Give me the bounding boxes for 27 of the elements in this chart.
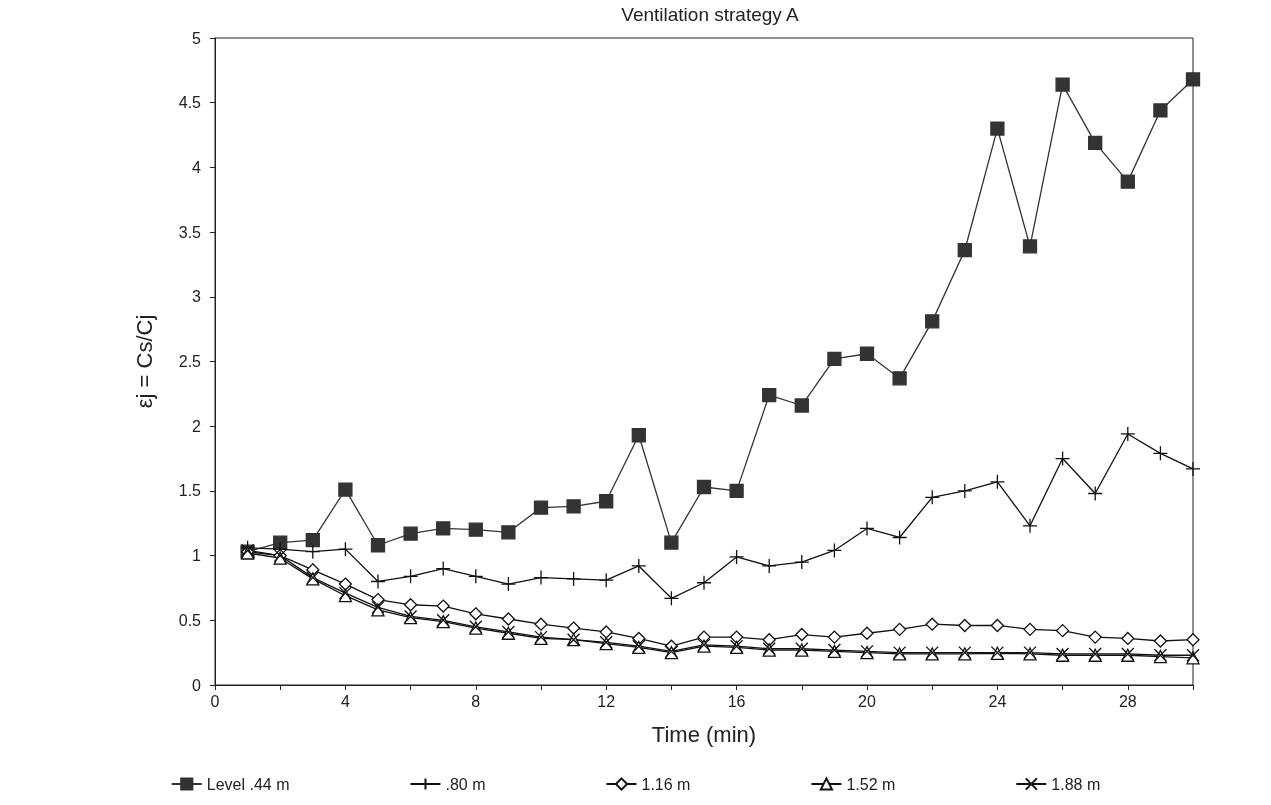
- y-tick-label: 3: [192, 288, 202, 306]
- legend-label: 1.52 m: [846, 775, 896, 793]
- x-tick-label: 24: [988, 692, 1007, 710]
- legend-label: Level .44 m: [206, 775, 290, 793]
- x-axis-title: Time (min): [651, 721, 757, 747]
- y-tick-label: 4: [192, 158, 202, 176]
- legend-label: .80 m: [445, 775, 486, 793]
- y-tick-label: 2.5: [178, 353, 202, 370]
- y-tick-label: 1.5: [178, 482, 202, 500]
- legend-label: 1.16 m: [641, 775, 691, 793]
- x-tick-label: 12: [597, 692, 616, 710]
- y-tick-label: 2: [192, 417, 202, 435]
- x-tick-label: 8: [471, 692, 481, 710]
- x-tick-label: 0: [210, 692, 220, 710]
- y-tick-label: 5: [192, 29, 202, 47]
- chart-title: Ventilation strategy A: [621, 4, 800, 25]
- x-tick-label: 16: [727, 692, 746, 710]
- x-tick-label: 20: [858, 692, 876, 710]
- x-tick-label: 28: [1118, 692, 1137, 710]
- y-tick-label: 3.5: [178, 223, 202, 241]
- y-tick-label: 0.5: [178, 611, 202, 629]
- y-tick-label: 4.5: [178, 94, 202, 112]
- x-tick-label: 4: [340, 692, 350, 710]
- y-tick-label: 1: [192, 547, 202, 565]
- y-tick-label: 0: [192, 676, 202, 694]
- y-axis-title: εj = Cs/Cj: [131, 314, 157, 409]
- legend-label: 1.88 m: [1051, 775, 1101, 793]
